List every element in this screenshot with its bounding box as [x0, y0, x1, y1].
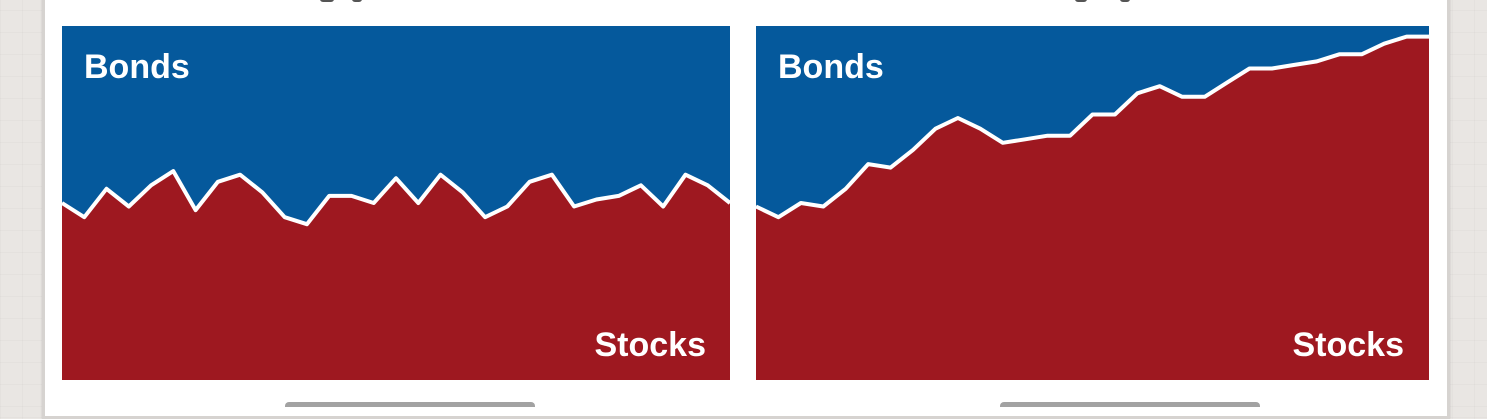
- allocation-boundary-line: [755, 34, 1429, 220]
- stocks-label: Stocks: [595, 326, 707, 364]
- stocks-label: Stocks: [1293, 326, 1405, 364]
- allocation-boundary-line: [60, 169, 732, 227]
- stocks-area: [62, 171, 730, 380]
- chart-panel-right: Bonds Stocks: [755, 26, 1429, 380]
- chart-panel-left: Bonds Stocks: [60, 26, 732, 380]
- cropped-caption-fragments: [285, 0, 1260, 407]
- bonds-label: Bonds: [84, 48, 190, 86]
- stocks-area: [756, 36, 1429, 380]
- bonds-label: Bonds: [778, 48, 884, 86]
- stacked-area-charts: Bonds Stocks Bonds Stocks: [60, 0, 1429, 407]
